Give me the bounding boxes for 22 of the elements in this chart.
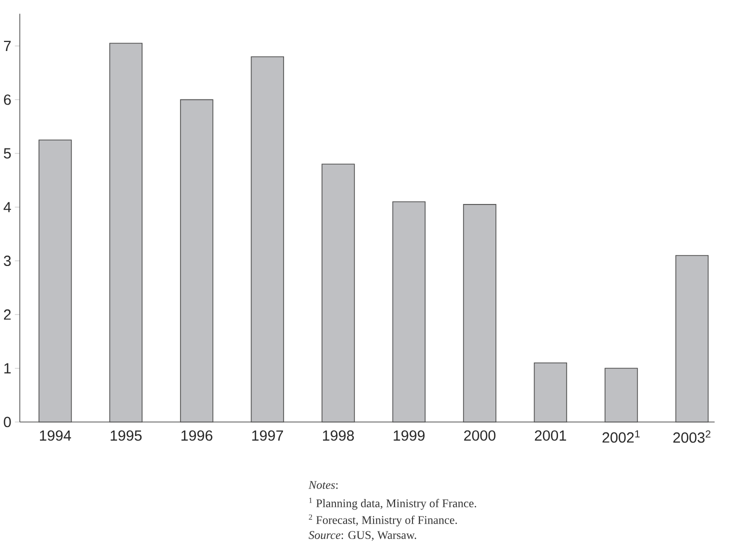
text: $^{2}$ Forecast, Ministry of Finance. <box>308 514 457 526</box>
x-tick-label: 1995 <box>110 430 142 441</box>
x-tick-label: 2003$^{2}$ <box>673 430 710 443</box>
x-tick-label: 2002$^{1}$ <box>602 430 640 442</box>
x-tick-label: 1996 <box>181 430 212 441</box>
y-tick-label: 2 <box>4 309 11 320</box>
x-tick-label: 1998 <box>323 430 354 441</box>
text: Notes: <box>308 480 338 489</box>
y-tick-label: 3 <box>4 255 11 266</box>
y-tick-label: 4 <box>4 202 11 212</box>
x-tick-label: 1994 <box>40 430 72 441</box>
y-tick-label: 0 <box>4 416 11 427</box>
x-tick-label: 2001 <box>534 430 566 441</box>
x-tick-label: 1997 <box>252 430 284 441</box>
y-tick-label: 7 <box>4 40 11 51</box>
x-tick-label: 1999 <box>394 430 425 441</box>
text: Source: GUS, Warsaw. <box>308 530 416 540</box>
text: $^{1}$ Planning data, Ministry of France. <box>309 498 476 510</box>
y-tick-label: 1 <box>4 363 11 374</box>
y-tick-label: 6 <box>4 94 11 105</box>
y-tick-label: 5 <box>4 148 11 158</box>
x-tick-label: 2000 <box>464 430 496 441</box>
